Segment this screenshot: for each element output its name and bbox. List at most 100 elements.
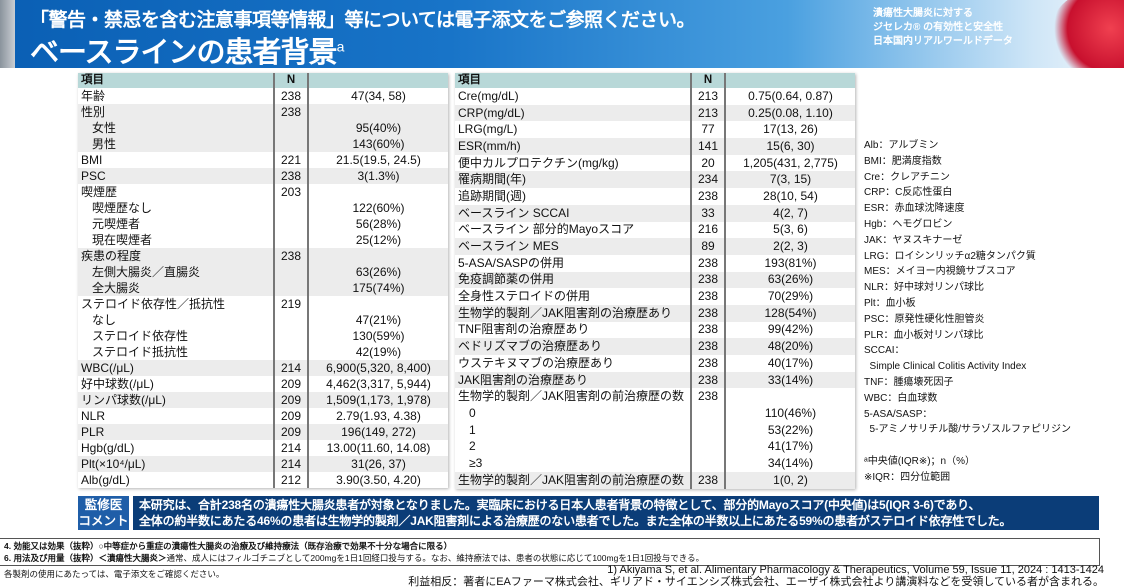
row-label: LRG(mg/L) — [458, 122, 518, 137]
row-n — [690, 421, 726, 439]
header-stripe — [0, 0, 15, 68]
table-row: 罹病期間(年) 234 7(3, 15) — [455, 171, 855, 189]
row-label: 女性 — [78, 120, 274, 136]
row-value: 7(3, 15) — [725, 171, 855, 189]
table-row: リンパ球数(/μL) 209 1,509(1,173, 1,978) — [78, 392, 448, 408]
abbreviation-item: ※IQR：四分位範囲 — [864, 471, 951, 483]
row-value: 175(74%) — [308, 280, 448, 296]
table-row: 喫煙歴なし 122(60%) — [78, 200, 448, 216]
row-n: 238 — [690, 471, 726, 489]
row-label: ステロイド依存性 — [92, 328, 189, 343]
header-value — [308, 73, 448, 88]
row-label: Plt(×10⁴/μL) — [78, 456, 274, 472]
row-value — [308, 184, 448, 200]
row-label: 生物学的製剤／JAK阻害剤の前治療歴の数 — [458, 389, 685, 404]
row-value: 3.90(3.50, 4.20) — [336, 472, 421, 487]
row-value: 47(34, 58) — [351, 88, 406, 103]
row-label: 年齢 — [81, 88, 106, 103]
conflict-of-interest: 利益相反：著者にEAファーマ株式会社、ギリアド・サイエンシズ株式会社、エーザイ株… — [408, 576, 1104, 588]
row-label: Alb(g/dL) — [81, 472, 130, 487]
row-value: 70(29%) — [767, 289, 814, 304]
title-footnote-mark: a — [336, 38, 345, 55]
row-label: BMI — [81, 152, 103, 167]
table-row: ステロイド依存性／抵抗性 219 — [78, 296, 448, 312]
table-row: Alb(g/dL) 212 3.90(3.50, 4.20) — [78, 472, 448, 488]
baseline-table-right: 項目 N Cre(mg/dL) 213 0.75(0.64, 0.87) CRP(mg… — [455, 73, 855, 489]
row-label: 1 — [469, 422, 476, 437]
row-label: 2 — [469, 439, 476, 454]
row-value: 47(21%) — [355, 312, 402, 327]
row-label: 免疫調節薬の併用 — [455, 271, 691, 289]
header-n: N — [273, 73, 309, 88]
row-n: 203 — [273, 184, 309, 200]
abbreviation-item: Plt：血小板 — [864, 297, 916, 309]
page-title: ベースラインの患者背景a — [30, 29, 345, 68]
abbreviation-item: BMI：肥満度指数 — [864, 155, 942, 167]
row-label: 喫煙歴 — [81, 184, 118, 199]
table-row: 左側大腸炎／直腸炎 63(26%) — [78, 264, 448, 280]
reference-block: 1) Akiyama S, et al. Alimentary Pharmaco… — [408, 564, 1104, 588]
row-value — [308, 104, 448, 120]
table-row: 生物学的製剤／JAK阻害剤の治療歴あり 238 128(54%) — [455, 304, 855, 322]
reference-citation: 1) Akiyama S, et al. Alimentary Pharmaco… — [607, 564, 1104, 576]
row-value: 42(19%) — [355, 344, 402, 359]
row-n: 238 — [690, 254, 726, 272]
row-n: 238 — [273, 104, 309, 120]
table-row: LRG(mg/L) 77 17(13, 26) — [455, 121, 855, 139]
row-value: 193(81%) — [764, 255, 817, 270]
row-label: ベースライン 部分的Mayoスコア — [458, 222, 635, 237]
row-value: 95(40%) — [308, 120, 448, 136]
row-value: 31(26, 37) — [308, 456, 448, 472]
header-n: N — [690, 73, 726, 88]
row-value: 5(3, 6) — [773, 222, 808, 237]
row-value: 99(42%) — [767, 322, 814, 337]
row-label: 左側大腸炎／直腸炎 — [78, 264, 274, 280]
row-value: 1,205(431, 2,775) — [743, 155, 838, 170]
row-label: PLR — [78, 424, 274, 440]
row-label: CRP(mg/dL) — [455, 104, 691, 122]
row-n: 238 — [690, 321, 726, 339]
row-value: 53(22%) — [767, 422, 814, 437]
row-n: 209 — [273, 424, 309, 440]
row-label: 性別 — [78, 104, 274, 120]
row-n: 209 — [273, 392, 309, 408]
row-n: 238 — [690, 271, 726, 289]
table-header-row: 項目 N — [78, 73, 448, 88]
row-value: 40(17%) — [767, 355, 814, 370]
table-row: 女性 95(40%) — [78, 120, 448, 136]
row-label: リンパ球数(/μL) — [78, 392, 274, 408]
row-n: 20 — [690, 154, 726, 172]
row-n: 77 — [690, 121, 726, 139]
row-n: 214 — [273, 456, 309, 472]
row-n: 238 — [273, 168, 309, 184]
row-value: 4(2, 7) — [725, 204, 855, 222]
row-label: 便中カルプロテクチン(mg/kg) — [458, 155, 619, 170]
comment-line: 全体の約半数にあたる46%の患者は生物学的製剤／JAK阻害剤による治療歴のない患… — [139, 514, 1012, 528]
note-body: ○中等症から重症の潰瘍性大腸炎の治療及び維持療法（既存治療で効果不十分な場合に限… — [98, 541, 453, 551]
row-value: 48(20%) — [725, 338, 855, 355]
header-banner: 「警告・禁忌を含む注意事項等情報」等については電子添文をご参照ください。 ベース… — [0, 0, 1124, 68]
row-n — [273, 264, 309, 280]
row-n: 238 — [690, 288, 726, 305]
comment-line: 本研究は、合計238名の潰瘍性大腸炎患者が対象となりました。実臨床における日本人… — [139, 498, 981, 512]
row-n: 33 — [690, 204, 726, 222]
table-row: CRP(mg/dL) 213 0.25(0.08, 1.10) — [455, 104, 855, 122]
row-value: 130(59%) — [352, 328, 405, 343]
row-n — [690, 405, 726, 422]
abbreviation-item: SCCAI： — [864, 345, 905, 357]
table-row: 全大腸炎 175(74%) — [78, 280, 448, 296]
table-row: Hgb(g/dL) 214 13.00(11.60, 14.08) — [78, 440, 448, 456]
row-value: 63(26%) — [725, 271, 855, 289]
table-row: 追跡期間(週) 238 28(10, 54) — [455, 188, 855, 205]
row-label: ≥3 — [469, 455, 483, 470]
abbreviation-item: Alb：アルブミン — [864, 140, 939, 151]
row-n — [273, 136, 309, 152]
row-n: 238 — [690, 304, 726, 322]
row-value: 17(13, 26) — [763, 122, 818, 137]
row-n — [690, 455, 726, 472]
table-row: ベースライン MES 89 2(2, 3) — [455, 238, 855, 255]
row-value: 2.79(1.93, 4.38) — [336, 408, 421, 423]
table-row: 0 110(46%) — [455, 405, 855, 422]
table-row: 2 41(17%) — [455, 438, 855, 456]
row-value — [308, 296, 448, 312]
